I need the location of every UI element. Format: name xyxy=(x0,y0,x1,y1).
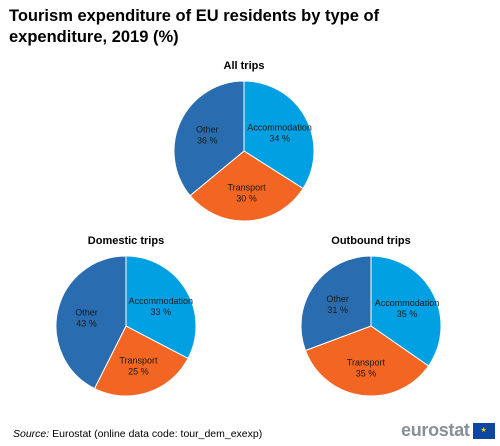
slice-label-transport-all-trips: Transport 30 % xyxy=(227,183,266,204)
slice-other-all-trips xyxy=(173,80,245,197)
slice-label-transport-domestic-trips: Transport 25 % xyxy=(119,356,158,377)
eu-flag-icon: ★ xyxy=(472,422,495,439)
source-label: Source: xyxy=(13,428,50,440)
slice-label-other-outbound-trips: Other 31 % xyxy=(326,294,349,315)
slice-transport-all-trips xyxy=(189,150,304,222)
slice-accommodation-domestic-trips xyxy=(125,255,197,360)
slice-other-outbound-trips xyxy=(300,255,372,352)
slice-transport-domestic-trips xyxy=(93,325,189,397)
pie-chart-outbound-trips: Outbound trips Accommodation 35 % Transport… xyxy=(300,235,442,397)
pie-title-outbound-trips: Outbound trips xyxy=(331,235,410,247)
slice-label-other-domestic-trips: Other 43 % xyxy=(75,308,98,329)
pie-chart-domestic-trips: Domestic trips Accommodation 33 % Transport… xyxy=(55,235,197,397)
slice-label-accommodation-outbound-trips: Accommodation 35 % xyxy=(375,298,440,319)
eurostat-logo: eurostat ★ xyxy=(401,420,495,441)
slice-label-other-all-trips: Other 36 % xyxy=(196,125,219,146)
slice-label-transport-outbound-trips: Transport 35 % xyxy=(347,357,386,378)
slice-label-accommodation-all-trips: Accommodation 34 % xyxy=(247,122,312,143)
slice-accommodation-outbound-trips xyxy=(370,255,442,367)
chart-title: Tourism expenditure of EU residents by t… xyxy=(9,7,380,46)
pie-title-all-trips: All trips xyxy=(224,60,265,72)
source-note: Source: Eurostat (online data code: tour… xyxy=(13,428,262,440)
pie-chart-all-trips: All trips Accommodation 34 % Transport 30 % O… xyxy=(173,60,315,222)
slice-other-domestic-trips xyxy=(55,255,127,390)
slice-label-accommodation-domestic-trips: Accommodation 33 % xyxy=(128,296,193,317)
pie-title-domestic-trips: Domestic trips xyxy=(88,235,164,247)
slice-transport-outbound-trips xyxy=(304,325,430,397)
logo-text: eurostat xyxy=(401,420,470,440)
source-text: Eurostat (online data code: tour_dem_exe… xyxy=(52,428,263,440)
